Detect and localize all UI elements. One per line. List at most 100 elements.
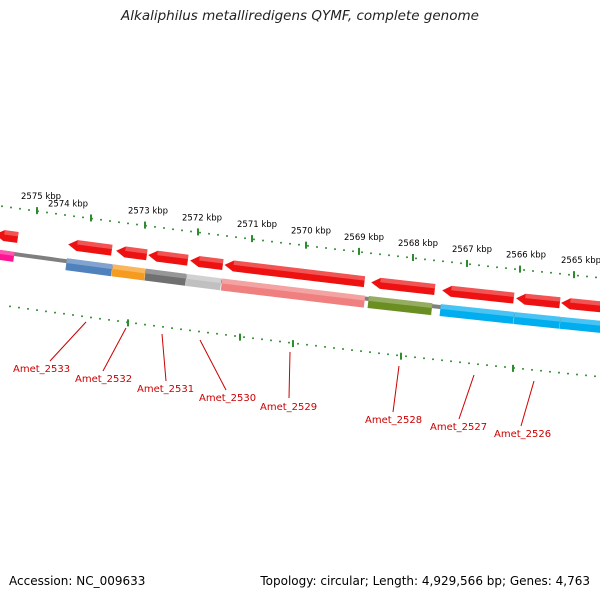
cds-arrow-highlight <box>451 285 515 297</box>
feature-block <box>559 316 600 334</box>
minor-tick <box>523 269 525 271</box>
feature-block-highlight <box>514 312 561 322</box>
cds-arrow-shape <box>116 246 148 261</box>
minor-tick <box>261 338 263 341</box>
gene-leader-line <box>161 333 167 382</box>
minor-tick <box>225 333 227 336</box>
minor-tick <box>136 223 138 226</box>
minor-tick <box>208 232 210 235</box>
kbp-label: 2571 kbp <box>237 220 277 230</box>
minor-tick <box>333 347 335 349</box>
minor-tick <box>262 239 264 242</box>
kbp-label: 2565 kbp <box>561 256 600 266</box>
minor-tick <box>181 229 183 232</box>
minor-tick <box>289 242 291 245</box>
feature-block <box>439 304 515 324</box>
minor-tick <box>369 351 371 354</box>
minor-tick <box>72 314 74 316</box>
cds-arrow-shape <box>68 240 113 256</box>
minor-tick <box>477 363 479 366</box>
minor-tick <box>171 327 173 330</box>
feature-block <box>0 249 15 262</box>
minor-tick <box>360 350 362 353</box>
minor-tick <box>118 221 120 224</box>
minor-tick <box>361 251 363 254</box>
minor-tick <box>19 207 21 210</box>
minor-tick <box>55 212 57 215</box>
minor-tick <box>271 240 273 243</box>
outer-tick-ruler <box>1 205 597 279</box>
minor-tick <box>559 272 561 275</box>
minor-tick <box>568 273 570 276</box>
kbp-label: 2573 kbp <box>128 207 168 217</box>
minor-tick <box>585 374 587 377</box>
minor-tick <box>316 246 318 248</box>
cds-arrow-shape <box>442 285 515 304</box>
minor-tick <box>532 270 534 272</box>
cds-arrow-highlight <box>4 230 19 237</box>
minor-tick <box>279 340 281 343</box>
minor-tick <box>226 235 228 237</box>
feature-block-shape <box>439 304 515 324</box>
minor-tick <box>253 238 255 241</box>
feature-block-highlight <box>560 316 600 327</box>
minor-tick <box>541 270 543 273</box>
minor-tick <box>127 222 129 225</box>
minor-tick <box>451 261 453 264</box>
minor-tick <box>414 356 416 359</box>
minor-tick <box>352 250 354 253</box>
minor-tick <box>379 253 381 256</box>
cds-arrow <box>371 277 436 295</box>
gene-label: Amet_2528 <box>365 415 422 426</box>
minor-tick <box>216 332 218 335</box>
minor-tick <box>99 317 101 320</box>
minor-tick <box>514 268 516 271</box>
minor-tick <box>135 322 137 325</box>
gene-leader-line <box>49 321 87 362</box>
minor-tick <box>504 366 506 368</box>
minor-tick <box>297 342 299 345</box>
feature-block-highlight <box>145 268 187 279</box>
feature-block-highlight <box>0 249 15 256</box>
minor-tick <box>459 361 461 364</box>
gene-label: Amet_2526 <box>494 429 551 440</box>
minor-tick <box>423 357 425 360</box>
minor-tick <box>406 256 408 259</box>
minor-tick <box>594 375 596 378</box>
cds-arrow-shape <box>148 250 189 266</box>
minor-tick <box>442 260 444 263</box>
feature-block-shape <box>65 258 113 277</box>
gene-leader-line <box>199 339 227 391</box>
cds-arrow-highlight <box>125 246 148 254</box>
feature-block-track <box>0 249 600 334</box>
gene-label-group: Amet_2533 Amet_2532 Amet_2531 Amet_2530 Amet… <box>13 321 551 440</box>
inner-tick-ruler <box>9 305 596 378</box>
cds-arrow-shape <box>516 293 561 309</box>
kbp-label: 2566 kbp <box>506 251 546 261</box>
minor-tick <box>82 216 84 219</box>
minor-tick <box>108 318 110 321</box>
kbp-label: 2569 kbp <box>344 233 384 243</box>
minor-tick <box>595 276 597 279</box>
minor-tick <box>496 266 498 269</box>
minor-tick <box>387 353 389 356</box>
minor-tick <box>450 360 452 363</box>
feature-block-shape <box>111 264 146 281</box>
minor-tick <box>298 243 300 246</box>
minor-tick <box>54 311 56 314</box>
minor-tick <box>199 231 201 234</box>
gene-leader-line <box>288 351 291 399</box>
minor-tick <box>252 337 254 340</box>
cds-arrow <box>0 230 19 243</box>
minor-tick <box>531 368 533 371</box>
feature-block <box>111 264 146 281</box>
feature-block-highlight <box>221 278 366 301</box>
minor-tick <box>478 264 480 267</box>
genome-title: Alkaliphilus metalliredigens QYMF, compl… <box>121 8 479 24</box>
cds-arrow <box>68 240 113 256</box>
cds-arrow-shape <box>371 277 436 295</box>
gene-label: Amet_2529 <box>260 402 317 413</box>
cds-arrow <box>190 256 224 271</box>
gene-label: Amet_2527 <box>430 422 487 433</box>
